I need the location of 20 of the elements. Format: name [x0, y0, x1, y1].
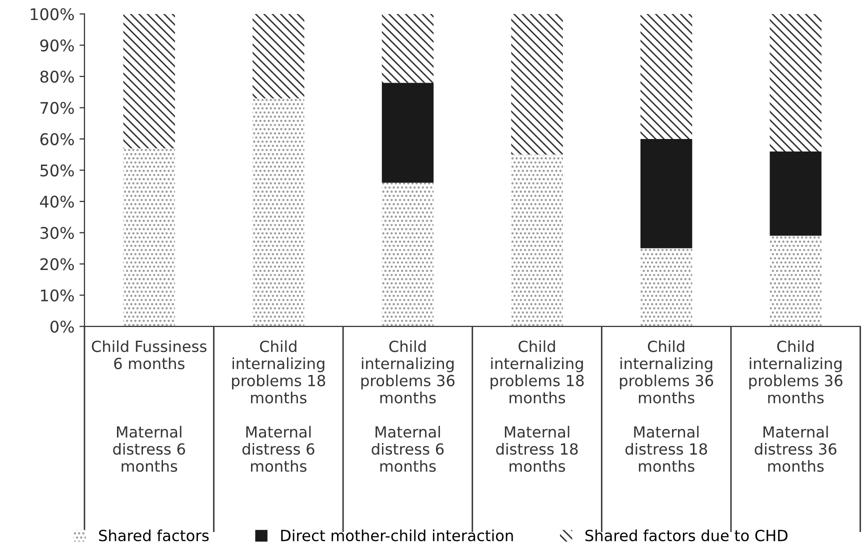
legend-label: Direct mother-child interaction	[281, 529, 513, 542]
y-tick-label: 40%	[40, 196, 74, 208]
y-tick-label: 100%	[30, 8, 74, 20]
y-tick-label: 30%	[40, 226, 74, 239]
category-label: Child internalizing problems 36 months Maternal distress 36 months	[749, 340, 842, 472]
y-tick-label: 0%	[50, 320, 74, 333]
y-tick-label: 70%	[40, 102, 74, 114]
category-label: Child internalizing problems 36 months Maternal distress 6 months	[361, 340, 454, 472]
y-tick-label: 60%	[40, 133, 74, 146]
category-label: Child internalizing problems 18 months Maternal distress 18 months	[490, 340, 584, 472]
y-tick-label: 10%	[41, 289, 74, 302]
category-label: Child internalizing problems 18 months Maternal distress 6 months	[232, 340, 326, 472]
y-tick-label: 50%	[40, 164, 74, 176]
category-label: Child internalizing problems 36 months Maternal distress 18 months	[620, 340, 714, 472]
y-tick-label: 20%	[40, 258, 74, 270]
y-tick-label: 80%	[40, 70, 74, 83]
y-tick-label: 90%	[40, 39, 74, 52]
legend-label: Shared factors	[99, 529, 209, 542]
legend-label: Shared factors due to CHD	[585, 529, 788, 542]
category-label: Child Fussiness 6 months Maternal distress 6 months	[92, 340, 206, 472]
